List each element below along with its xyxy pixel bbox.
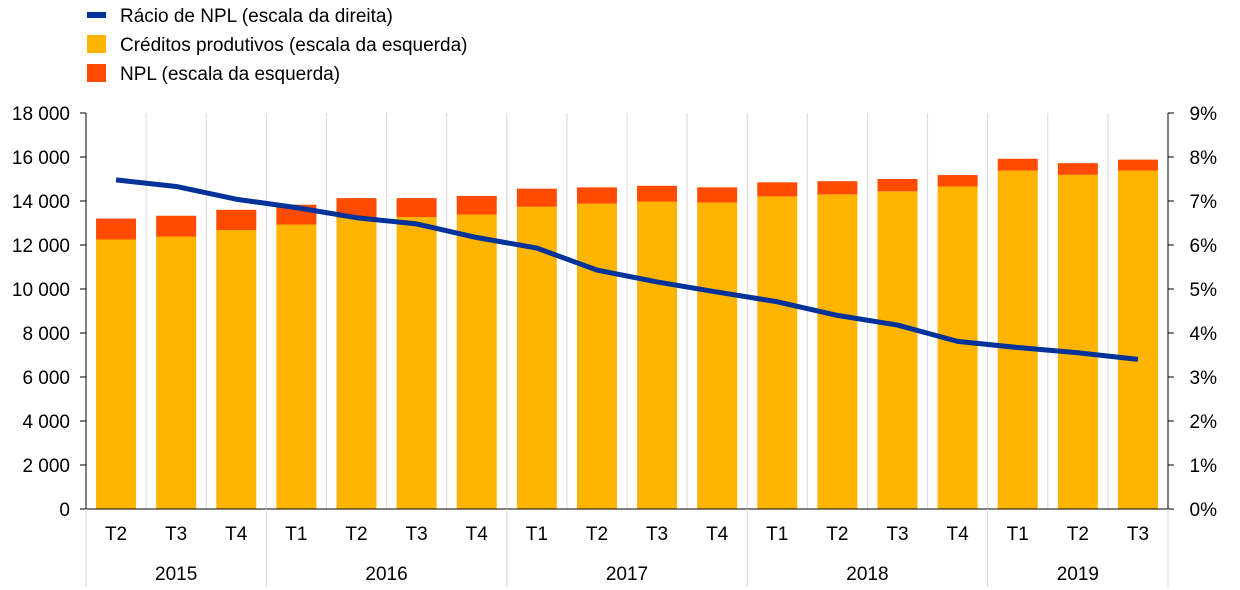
category-label: T1: [766, 524, 788, 545]
bar-npl: [757, 182, 798, 197]
category-label: T1: [526, 524, 548, 545]
category-label: T2: [105, 524, 127, 545]
category-label: T3: [406, 524, 428, 545]
category-label: T4: [225, 524, 248, 545]
legend-label-npl: NPL (escala da esquerda): [120, 64, 340, 85]
category-label: T4: [947, 524, 970, 545]
left-tick-label: 8 000: [22, 324, 70, 345]
bar-npl: [697, 187, 738, 203]
category-label: T3: [646, 524, 668, 545]
bar-performing: [216, 230, 257, 510]
category-label: T4: [466, 524, 489, 545]
bar-npl: [216, 209, 257, 231]
left-tick-label: 12 000: [12, 236, 70, 257]
bar-performing: [516, 206, 557, 509]
bar-performing: [697, 202, 738, 510]
bar-performing: [757, 196, 798, 509]
bar-performing: [997, 170, 1038, 509]
left-tick-label: 4 000: [22, 412, 70, 433]
bar-npl: [997, 158, 1038, 171]
category-label: T3: [165, 524, 187, 545]
legend-swatch-ratio: [87, 12, 106, 18]
right-tick-label: 7%: [1190, 192, 1218, 213]
right-tick-label: 3%: [1190, 368, 1218, 389]
legend-swatch-npl: [87, 64, 106, 82]
bar-npl: [637, 185, 678, 202]
left-tick-label: 0: [59, 500, 70, 521]
right-tick-label: 6%: [1190, 236, 1218, 257]
bar-npl: [1057, 163, 1098, 175]
category-label: T2: [345, 524, 367, 545]
category-label: T2: [1067, 524, 1089, 545]
chart-legend: Rácio de NPL (escala da direita) Créditos…: [87, 6, 467, 85]
legend-label-ratio: Rácio de NPL (escala da direita): [120, 6, 393, 27]
right-axis-ticks: 0% 1% 2% 3% 4% 5% 6% 7% 8% 9%: [1168, 104, 1217, 521]
year-label: 2015: [155, 564, 197, 585]
legend-swatch-performing: [87, 35, 106, 53]
legend-item-npl: NPL (escala da esquerda): [87, 64, 340, 85]
category-label: T1: [285, 524, 307, 545]
bar-performing: [96, 239, 137, 509]
bar-performing: [877, 191, 918, 509]
bar-npl: [96, 218, 137, 240]
bar-performing: [1117, 170, 1158, 509]
left-tick-label: 16 000: [12, 148, 70, 169]
bar-npl: [516, 188, 557, 207]
category-label: T2: [586, 524, 608, 545]
left-tick-label: 2 000: [22, 456, 70, 477]
year-label: 2018: [846, 564, 888, 585]
right-tick-label: 2%: [1190, 412, 1218, 433]
bar-npl: [877, 179, 918, 192]
bar-npl: [396, 198, 437, 218]
bar-performing: [276, 224, 317, 510]
left-tick-label: 18 000: [12, 104, 70, 125]
category-label: T1: [1007, 524, 1029, 545]
right-tick-label: 4%: [1190, 324, 1218, 345]
year-label: 2016: [365, 564, 407, 585]
left-tick-label: 10 000: [12, 280, 70, 301]
bar-performing: [637, 201, 678, 509]
ratio-line: [115, 177, 1139, 362]
category-label: T4: [706, 524, 729, 545]
legend-item-ratio: Rácio de NPL (escala da direita): [87, 6, 393, 27]
bar-performing: [576, 203, 617, 509]
stacked-bars: [96, 158, 1158, 510]
right-tick-label: 0%: [1190, 500, 1218, 521]
bar-performing: [937, 186, 978, 510]
right-tick-label: 8%: [1190, 148, 1218, 169]
category-axis: T2 T3 T4 T1 T2 T3 T4 T1 T2 T3 T4 T1 T2 T3 T4 T1 T2 T3 2015…: [85, 509, 1169, 587]
legend-item-performing: Créditos produtivos (escala da esquerda): [87, 35, 467, 56]
bar-npl: [937, 175, 978, 187]
bar-npl: [336, 198, 377, 218]
bar-npl: [576, 187, 617, 204]
chart-grid: [145, 113, 1109, 509]
left-axis-ticks: 0 2 000 4 000 6 000 8 000 10 000 12 000 14 000 1…: [12, 104, 86, 521]
bar-performing: [817, 194, 858, 509]
bar-npl: [156, 215, 197, 237]
category-label: T2: [826, 524, 848, 545]
right-tick-label: 1%: [1190, 456, 1218, 477]
legend-label-performing: Créditos produtivos (escala da esquerda): [120, 35, 467, 56]
bar-performing: [456, 214, 497, 509]
left-tick-label: 6 000: [22, 368, 70, 389]
category-label: T3: [1127, 524, 1149, 545]
year-label: 2017: [606, 564, 648, 585]
bar-performing: [336, 217, 377, 509]
bar-performing: [156, 236, 197, 509]
right-tick-label: 9%: [1190, 104, 1218, 125]
bar-performing: [1057, 174, 1098, 509]
bar-npl: [456, 195, 497, 215]
left-tick-label: 14 000: [12, 192, 70, 213]
ratio-line-path: [115, 177, 1139, 362]
bar-npl: [817, 181, 858, 195]
bar-performing: [396, 217, 437, 509]
right-tick-label: 5%: [1190, 280, 1218, 301]
bar-npl: [1117, 159, 1158, 171]
year-label: 2019: [1057, 564, 1099, 585]
category-label: T3: [886, 524, 908, 545]
